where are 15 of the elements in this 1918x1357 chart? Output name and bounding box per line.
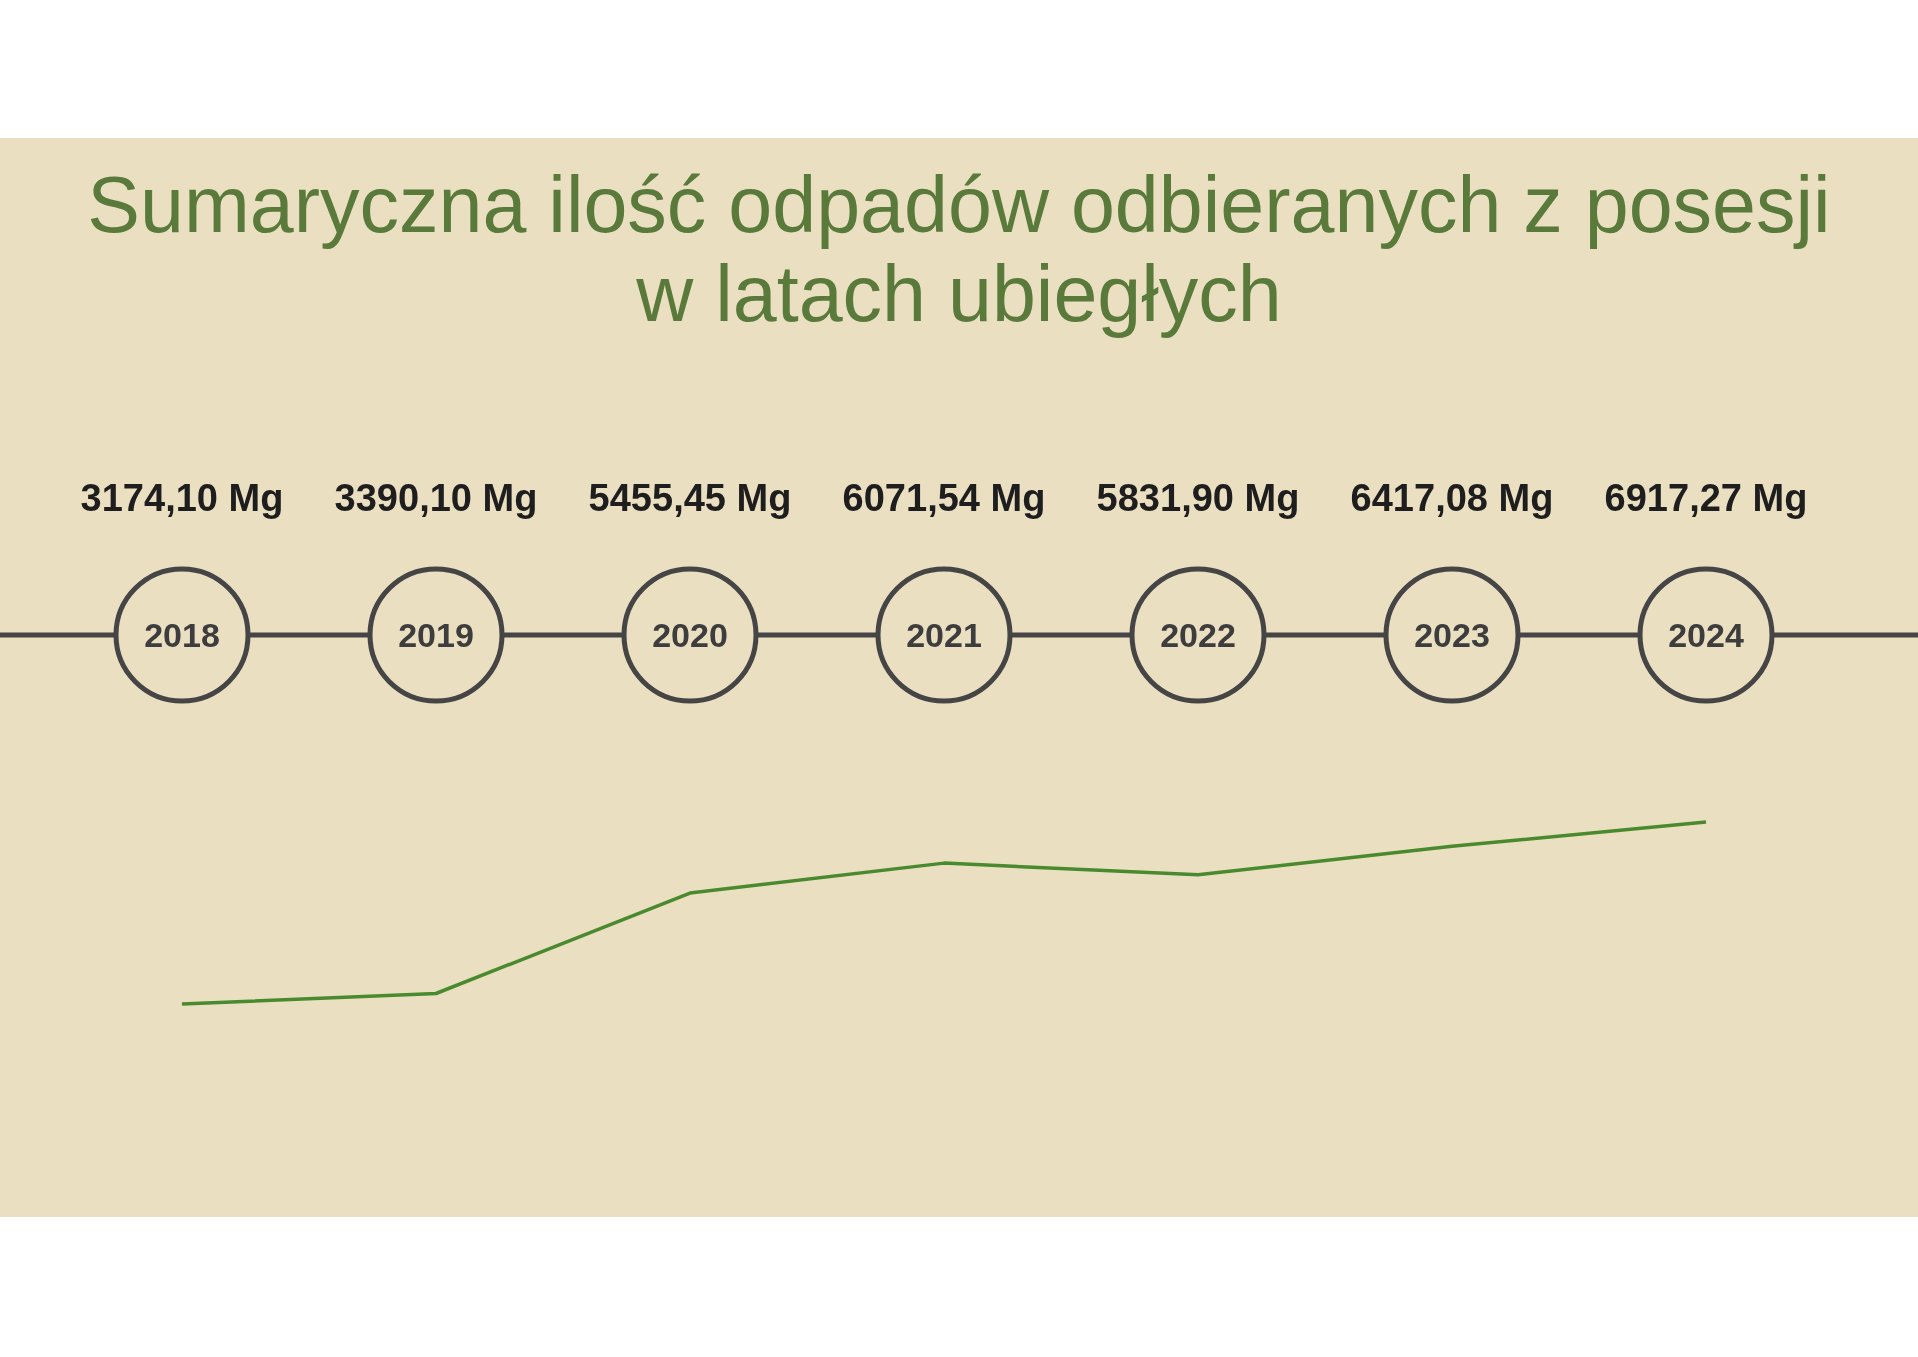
- x-tick-label: 2018: [144, 616, 220, 654]
- data-label: 3174,10 Mg: [80, 477, 284, 519]
- data-label: 3390,10 Mg: [334, 477, 538, 519]
- chart-title: Sumaryczna ilość odpadów odbieranych z posesji w latach ubiegłych: [86, 160, 1832, 338]
- x-tick-label: 2021: [906, 616, 982, 654]
- data-label: 5455,45 Mg: [588, 477, 792, 519]
- data-label: 6917,27 Mg: [1604, 477, 1808, 519]
- data-label: 5831,90 Mg: [1096, 477, 1300, 519]
- x-tick-label: 2022: [1160, 616, 1236, 654]
- data-label: 6071,54 Mg: [842, 477, 1046, 519]
- x-tick-label: 2019: [398, 616, 474, 654]
- x-tick-label: 2020: [652, 616, 728, 654]
- x-tick-label: 2023: [1414, 616, 1490, 654]
- x-tick-label: 2024: [1668, 616, 1744, 654]
- data-label: 6417,08 Mg: [1350, 477, 1554, 519]
